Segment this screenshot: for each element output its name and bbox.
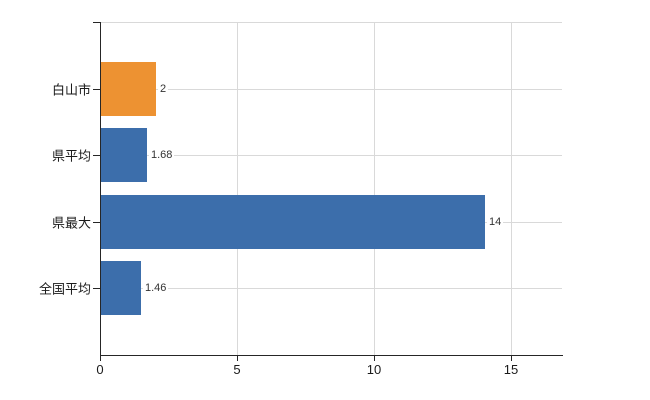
gridline-vertical xyxy=(237,22,238,355)
x-axis-tick xyxy=(100,356,101,361)
x-axis-tick-label: 10 xyxy=(366,362,382,377)
bar-value-label: 1.68 xyxy=(149,148,175,162)
bar-全国平均 xyxy=(101,261,141,315)
bar-県平均 xyxy=(101,128,147,182)
x-axis-line xyxy=(100,355,563,356)
y-axis-top-tick xyxy=(93,22,100,23)
x-axis-tick xyxy=(374,356,375,361)
y-axis-tick xyxy=(93,155,100,156)
category-label: 全国平均 xyxy=(38,281,91,297)
x-axis-tick-label: 15 xyxy=(503,362,519,377)
x-axis-tick-label: 5 xyxy=(233,362,241,377)
y-axis-line xyxy=(100,22,101,360)
y-axis-tick xyxy=(93,89,100,90)
bar-value-label: 2 xyxy=(158,82,169,96)
gridline-vertical xyxy=(511,22,512,355)
gridline-horizontal xyxy=(100,155,562,156)
x-axis-tick xyxy=(511,356,512,361)
bar-白山市 xyxy=(101,62,156,116)
gridline-horizontal xyxy=(100,22,562,23)
bar-県最大 xyxy=(101,195,485,249)
plot-area: 2 1.68 14 1.46 xyxy=(100,22,562,355)
category-label: 県平均 xyxy=(51,148,91,164)
bar-value-label: 1.46 xyxy=(143,281,169,295)
gridline-horizontal xyxy=(100,89,562,90)
category-label: 県最大 xyxy=(51,215,91,231)
bar-value-label: 14 xyxy=(487,215,504,229)
gridline-horizontal xyxy=(100,288,562,289)
gridline-vertical xyxy=(374,22,375,355)
x-axis-tick-label: 0 xyxy=(96,362,104,377)
y-axis-tick xyxy=(93,288,100,289)
x-axis-tick xyxy=(237,356,238,361)
y-axis-tick xyxy=(93,222,100,223)
category-label: 白山市 xyxy=(51,82,91,98)
